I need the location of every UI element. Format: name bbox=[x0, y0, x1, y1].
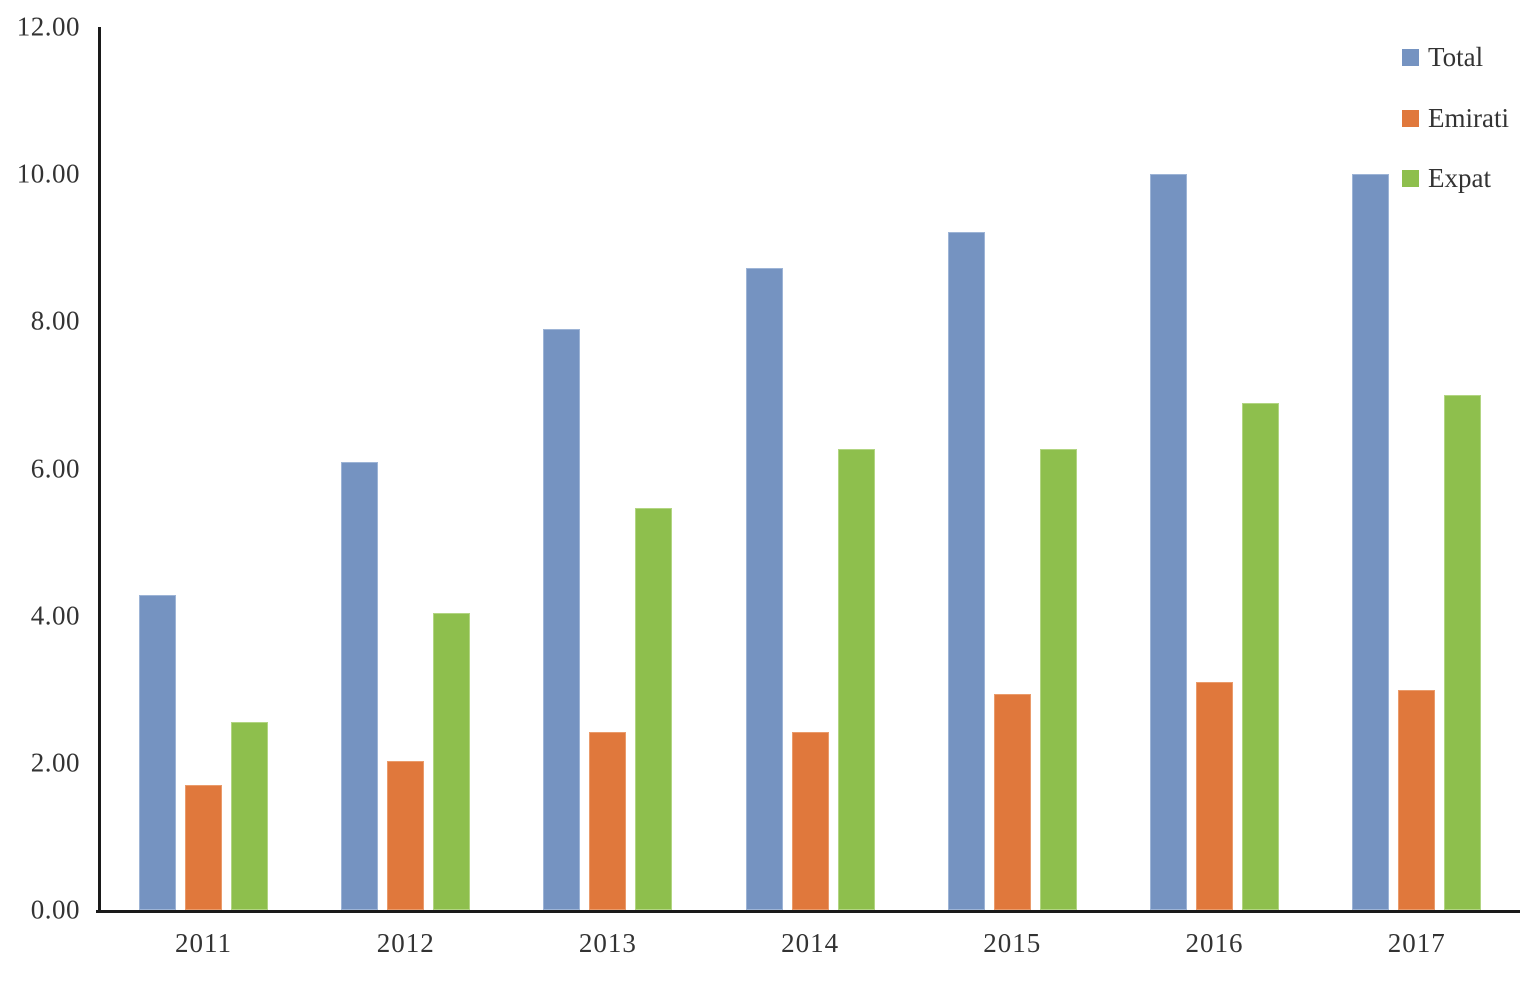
legend-label: Emirati bbox=[1428, 102, 1509, 133]
bar-expat-2011 bbox=[231, 721, 268, 910]
x-axis-line bbox=[96, 910, 1520, 913]
bar-expat-2014 bbox=[837, 449, 875, 910]
legend-swatch-icon bbox=[1402, 109, 1419, 127]
legend-swatch-icon bbox=[1402, 49, 1419, 66]
x-tick-label: 2011 bbox=[175, 928, 232, 958]
bar-total-2014 bbox=[745, 268, 783, 910]
bar-expat-2015 bbox=[1039, 449, 1077, 910]
legend-swatch-icon bbox=[1402, 170, 1419, 187]
bar-emirati-2012 bbox=[387, 760, 425, 910]
y-tick-label: 12.00 bbox=[16, 11, 80, 42]
bar-emirati-2014 bbox=[791, 731, 829, 910]
x-tick-label: 2016 bbox=[1185, 928, 1244, 958]
bar-emirati-2016 bbox=[1196, 681, 1233, 910]
legend-entry-emirati: Emirati bbox=[1402, 103, 1509, 134]
x-tick-label: 2012 bbox=[376, 928, 435, 958]
legend-entry-total: Total bbox=[1402, 42, 1483, 73]
bar-total-2017 bbox=[1352, 174, 1390, 910]
bar-emirati-2013 bbox=[589, 731, 627, 910]
y-axis-line bbox=[98, 27, 101, 913]
y-tick-label: 10.00 bbox=[16, 158, 80, 189]
legend-label: Expat bbox=[1428, 163, 1491, 193]
bar-expat-2017 bbox=[1444, 394, 1482, 910]
bar-expat-2016 bbox=[1242, 403, 1279, 910]
x-tick-label: 2015 bbox=[983, 928, 1042, 958]
bar-total-2016 bbox=[1150, 174, 1187, 910]
bar-total-2011 bbox=[139, 595, 176, 910]
bar-expat-2013 bbox=[635, 508, 673, 910]
x-tick-label: 2014 bbox=[781, 928, 840, 958]
x-tick-label: 2017 bbox=[1387, 928, 1446, 958]
bar-total-2012 bbox=[341, 461, 379, 910]
bar-total-2015 bbox=[947, 232, 985, 910]
legend-label: Total bbox=[1428, 42, 1484, 72]
y-tick-label: 4.00 bbox=[30, 600, 80, 631]
y-tick-label: 0.00 bbox=[30, 894, 80, 925]
bar-total-2013 bbox=[543, 328, 581, 910]
bar-emirati-2015 bbox=[993, 694, 1031, 910]
y-tick-label: 6.00 bbox=[30, 453, 80, 483]
y-tick-label: 2.00 bbox=[30, 747, 80, 778]
y-tick-label: 8.00 bbox=[30, 305, 80, 336]
legend-entry-expat: Expat bbox=[1402, 163, 1491, 194]
bar-expat-2012 bbox=[433, 613, 471, 910]
x-tick-label: 2013 bbox=[578, 928, 637, 958]
bar-emirati-2011 bbox=[185, 784, 222, 910]
bar-emirati-2017 bbox=[1398, 689, 1436, 910]
